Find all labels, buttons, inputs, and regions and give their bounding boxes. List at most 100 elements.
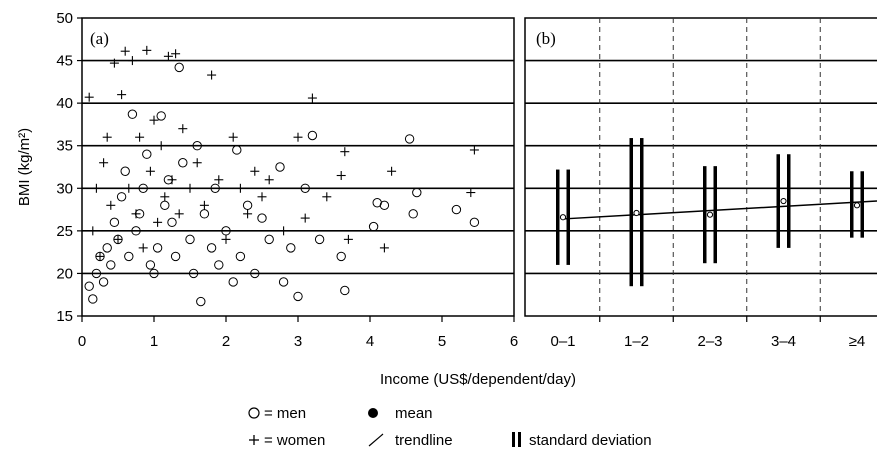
point-men xyxy=(120,166,130,176)
point-women xyxy=(99,158,109,168)
point-women xyxy=(167,175,177,185)
legend-women-marker-icon xyxy=(249,435,259,445)
point-women xyxy=(307,93,317,103)
point-women xyxy=(340,147,350,157)
x-tick-label: 2 xyxy=(222,333,230,350)
panel-b-sd-bars xyxy=(556,138,864,287)
point-men xyxy=(196,296,206,307)
point-men xyxy=(102,243,112,253)
point-women xyxy=(469,145,479,155)
point-men xyxy=(314,234,325,245)
point-women xyxy=(300,213,310,223)
point-women xyxy=(102,132,112,142)
point-women xyxy=(135,132,145,142)
point-women xyxy=(174,209,184,219)
x-tick-label: 5 xyxy=(438,333,446,350)
point-women xyxy=(156,141,166,151)
point-women xyxy=(142,45,152,55)
y-tick-label: 15 xyxy=(56,308,73,325)
x-tick-label: 3 xyxy=(294,333,302,350)
legend-trend-text: trendline xyxy=(395,432,453,449)
point-men xyxy=(412,187,422,198)
point-men xyxy=(408,209,418,219)
point-men xyxy=(98,277,109,287)
legend-trendline-icon xyxy=(368,433,384,447)
category-label: ≥4 xyxy=(849,333,866,350)
category-label: 0–1 xyxy=(550,333,575,350)
point-men xyxy=(264,234,274,245)
mean-marker xyxy=(780,197,787,205)
point-men xyxy=(145,260,156,270)
panel-a-points xyxy=(84,45,480,307)
point-men xyxy=(235,251,246,262)
point-women xyxy=(199,200,209,210)
point-women xyxy=(109,58,119,68)
point-women xyxy=(131,209,141,219)
point-men xyxy=(127,109,138,119)
x-tick-label: 0 xyxy=(78,333,86,350)
mean-marker xyxy=(633,209,640,217)
legend-sd-icon xyxy=(512,432,521,447)
point-men xyxy=(275,162,285,172)
panel-b: (b) 0–1 1–2 2–3 3–4 ≥4 xyxy=(524,17,877,350)
point-men xyxy=(124,251,134,262)
mean-marker xyxy=(706,211,714,218)
legend-men-text: = men xyxy=(264,405,306,422)
point-women xyxy=(379,243,389,253)
point-men xyxy=(106,260,116,270)
point-men xyxy=(336,251,346,262)
point-women xyxy=(138,243,148,253)
point-men xyxy=(210,183,220,193)
point-men xyxy=(88,294,98,304)
y-axis-title: BMI (kg/m²) xyxy=(16,128,33,206)
point-women xyxy=(120,46,130,56)
panel-b-x-ticks: 0–1 1–2 2–3 3–4 ≥4 xyxy=(550,18,865,350)
mean-marker xyxy=(853,202,861,209)
point-men xyxy=(250,268,260,279)
category-label: 3–4 xyxy=(771,333,796,350)
y-tick-label: 50 xyxy=(56,10,73,27)
point-women xyxy=(149,115,159,125)
point-men xyxy=(192,141,202,151)
point-women xyxy=(387,166,397,176)
category-label: 2–3 xyxy=(697,333,722,350)
category-label: 1–2 xyxy=(624,333,649,350)
point-women xyxy=(243,209,253,219)
x-axis-title: Income (US$/dependent/day) xyxy=(380,371,576,388)
point-men xyxy=(199,209,210,219)
point-men xyxy=(206,243,217,253)
point-women xyxy=(293,132,303,142)
point-men xyxy=(91,268,102,279)
x-tick-label: 6 xyxy=(510,333,518,350)
panel-b-frame xyxy=(524,17,877,317)
point-men xyxy=(160,200,170,211)
point-men xyxy=(307,130,318,141)
point-men xyxy=(178,158,188,168)
y-tick-label: 45 xyxy=(56,53,73,70)
point-women xyxy=(228,132,238,142)
panel-b-label: (b) xyxy=(536,29,556,48)
point-women xyxy=(279,226,289,236)
point-women xyxy=(91,183,101,193)
point-men xyxy=(257,213,267,223)
sd-bar xyxy=(556,169,570,265)
point-women xyxy=(207,70,217,80)
panel-a-x-ticks: 0 1 2 3 4 5 6 xyxy=(78,316,518,350)
point-men xyxy=(188,268,199,279)
legend-mean-marker-icon xyxy=(368,408,378,418)
panel-b-gridlines xyxy=(525,59,877,275)
panel-a-y-ticks: 15 20 25 30 35 40 45 50 xyxy=(56,10,82,325)
point-women xyxy=(106,200,116,210)
point-women xyxy=(257,192,267,202)
point-women xyxy=(153,217,163,227)
point-women xyxy=(343,234,353,244)
point-women xyxy=(88,226,98,236)
point-women xyxy=(171,49,181,59)
point-women xyxy=(127,56,137,66)
point-women xyxy=(124,183,134,193)
point-men xyxy=(232,145,242,155)
y-tick-label: 40 xyxy=(56,95,73,112)
legend-men-marker-icon xyxy=(248,407,260,419)
point-men xyxy=(404,134,415,144)
